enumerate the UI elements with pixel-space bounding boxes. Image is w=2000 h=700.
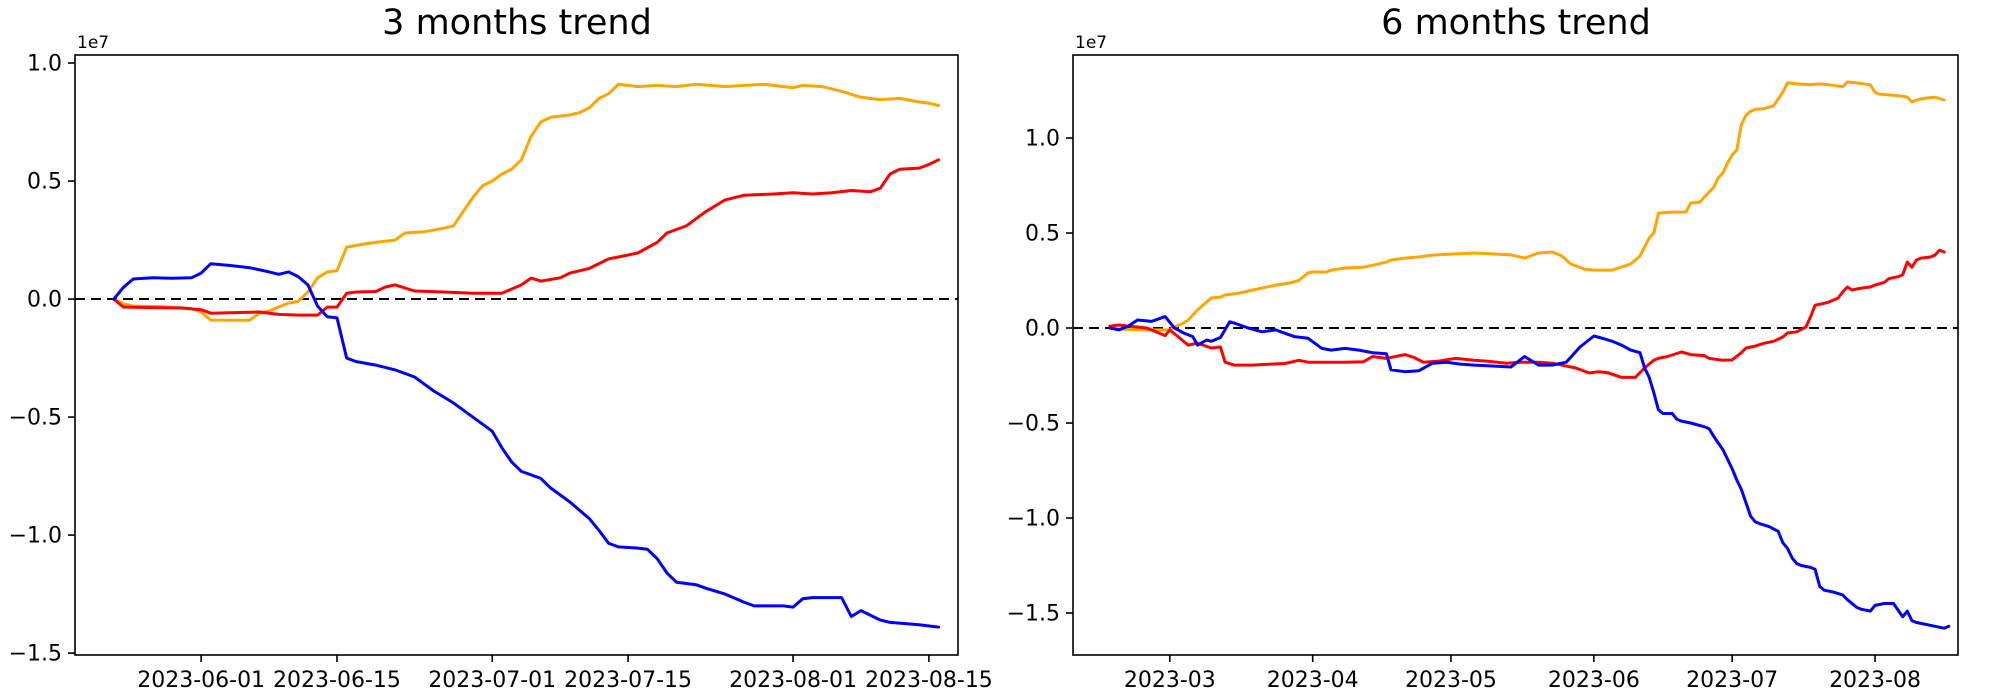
axes-spines [1072,54,1959,656]
y-tick-label: −1.0 [1007,507,1060,532]
y-tick-label: −0.5 [9,406,62,431]
y-tick-label: −0.5 [1007,412,1060,437]
series-line-blue [112,262,941,629]
x-tick-label: 2023-06 [1548,668,1640,693]
y-tick-label: −1.5 [1007,602,1060,627]
y-tick-label: 1.0 [1025,127,1060,152]
x-tick-label: 2023-06-01 [137,668,265,693]
x-tick-label: 2023-07 [1686,668,1778,693]
axes-spines [74,54,959,656]
x-tick-label: 2023-03 [1124,668,1216,693]
x-tick-label: 2023-05 [1405,668,1497,693]
series-line-red [112,158,941,317]
y-tick-label: 0.5 [1025,222,1060,247]
y-tick-label: −1.0 [9,524,62,549]
series-line-orange [112,82,941,322]
y-tick-label: −1.5 [9,642,62,667]
x-tick-label: 2023-08-01 [729,668,857,693]
x-tick-label: 2023-08-15 [865,668,993,693]
x-tick-label: 2023-08 [1829,668,1921,693]
y-tick-label: 1.0 [27,52,62,77]
x-tick-label: 2023-04 [1267,668,1359,693]
y-axis-offset-label: 1e7 [1075,33,1107,53]
series-line-orange [1108,80,1946,332]
x-tick-label: 2023-06-15 [273,668,401,693]
y-tick-label: 0.5 [27,170,62,195]
y-tick-label: 0.0 [27,288,62,313]
chart-title-3-months-trend: 3 months trend [382,3,652,43]
series-line-blue [1108,315,1951,630]
x-tick-label: 2023-07-01 [428,668,556,693]
chart-title-6-months-trend: 6 months trend [1381,3,1651,43]
x-tick-label: 2023-07-15 [564,668,692,693]
y-tick-label: 0.0 [1025,317,1060,342]
y-axis-offset-label: 1e7 [77,33,109,53]
